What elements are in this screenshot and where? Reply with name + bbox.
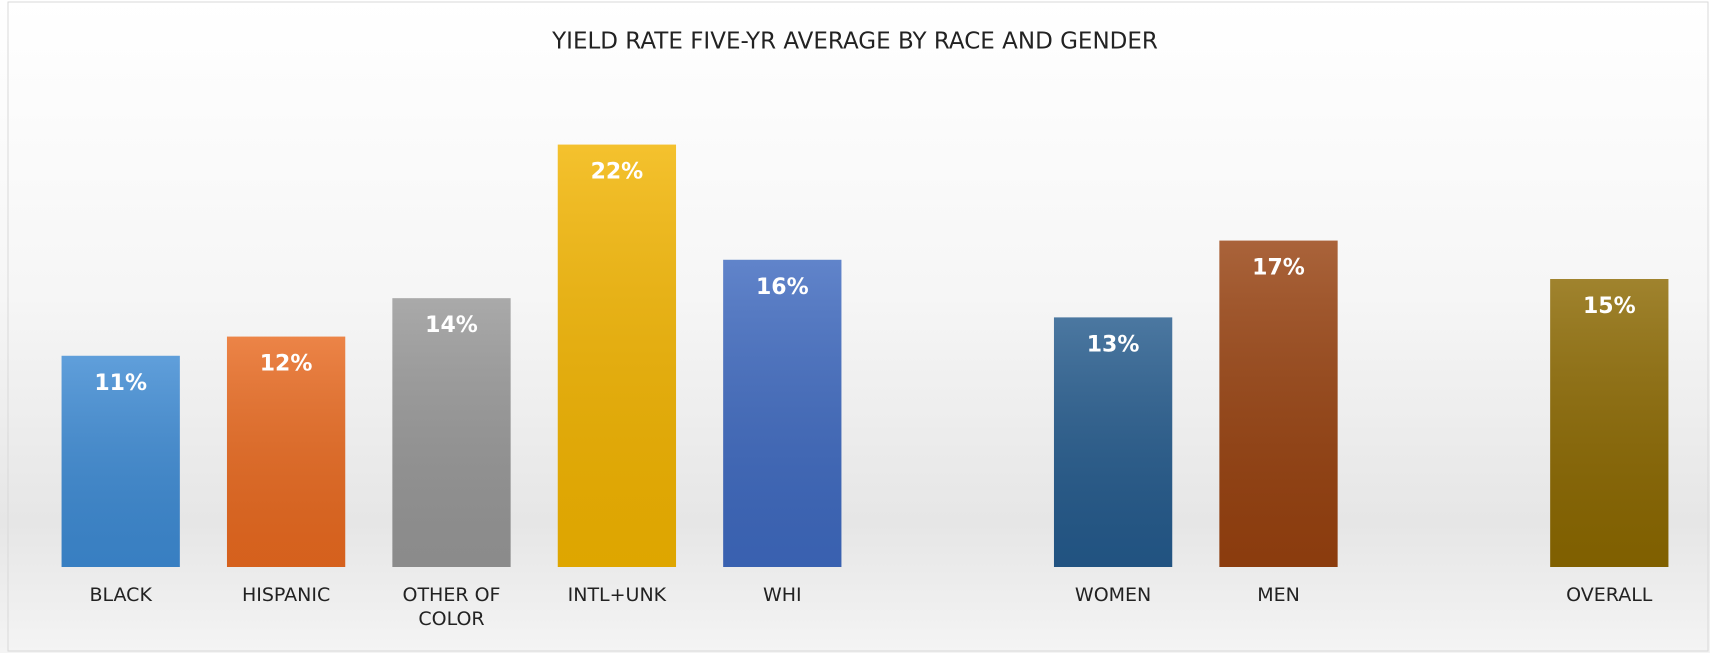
x-tick-label: OVERALL [1566,584,1653,606]
data-label: 11% [94,371,147,396]
chart-border [7,1,1709,652]
bar-shade [61,355,180,567]
data-label: 13% [1087,332,1140,357]
chart-title: YIELD RATE FIVE-YR AVERAGE BY RACE AND G… [551,29,1158,55]
bar-shade [1550,279,1669,567]
x-tick-label: HISPANIC [241,584,331,606]
x-tick-label: MEN [1257,584,1300,606]
x-tick-label: INTL+UNK [567,584,667,606]
data-label: 15% [1583,294,1636,319]
x-tick-label: OTHER OF COLOR [402,584,501,630]
bar-shade [723,259,842,567]
bar-shade [1219,240,1338,567]
data-label: 22% [591,160,644,185]
data-label: 14% [425,313,478,338]
x-tick-label: WOMEN [1074,584,1152,606]
x-tick-label: WHI [762,584,802,606]
bar-shade [557,144,677,567]
x-tick-label: BLACK [89,584,152,606]
bar-shade [392,298,511,567]
bar-shade [226,336,346,567]
data-label: 12% [260,352,313,377]
data-label: 16% [756,275,809,300]
data-label: 17% [1252,256,1305,281]
bar-shade [1053,317,1173,567]
